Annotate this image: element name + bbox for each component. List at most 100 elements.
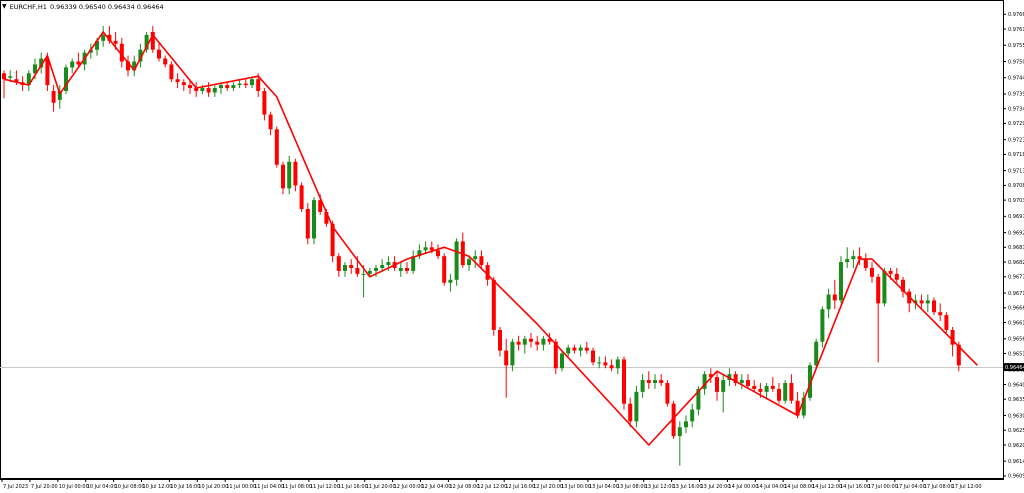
- y-tick-label: 0.96920: [1008, 230, 1024, 236]
- y-tick-label: 0.96870: [1008, 245, 1024, 251]
- candle: [609, 359, 614, 372]
- x-tick-label: 12 Jul 00:00: [394, 484, 424, 490]
- candle-body: [262, 90, 267, 115]
- candle: [628, 397, 633, 428]
- candle: [516, 335, 521, 351]
- candle: [746, 374, 750, 389]
- x-tick-label: 11 Jul 16:00: [338, 484, 368, 490]
- x-tick-label: 14 Jul 12:00: [812, 484, 842, 490]
- candle-body: [330, 223, 335, 257]
- candle: [436, 244, 440, 260]
- candle: [702, 371, 707, 395]
- x-tick-label: 17 Jul 12:00: [952, 484, 982, 490]
- x-tick-label: 12 Jul 20:00: [533, 484, 563, 490]
- candle: [733, 371, 738, 386]
- candle-body: [312, 200, 316, 239]
- candle: [584, 341, 589, 354]
- candle: [547, 332, 552, 345]
- candle: [219, 82, 223, 94]
- x-tick-label: 12 Jul 16:00: [505, 484, 535, 490]
- candle-body: [491, 279, 496, 330]
- candle: [950, 326, 955, 357]
- candle-body: [653, 380, 657, 384]
- candle-body: [932, 300, 936, 313]
- y-tick-label: 0.96510: [1008, 351, 1024, 357]
- y-tick-label: 0.96300: [1008, 413, 1024, 419]
- candle-body: [150, 31, 155, 50]
- candle: [690, 403, 695, 428]
- candle-body: [473, 256, 478, 260]
- candle: [653, 374, 657, 389]
- y-tick-label: 0.96820: [1008, 260, 1024, 266]
- x-tick-label: 13 Jul 16:00: [673, 484, 703, 490]
- candle-body: [423, 247, 428, 251]
- x-tick-label: 12 Jul 08:00: [449, 484, 479, 490]
- candle: [417, 244, 422, 260]
- candle: [144, 31, 149, 53]
- candle-body: [144, 34, 149, 50]
- candle: [398, 262, 403, 277]
- candle-body: [287, 161, 292, 189]
- candle-body: [485, 265, 490, 280]
- candle: [851, 250, 856, 268]
- chevron-down-icon[interactable]: ▼: [2, 3, 7, 10]
- y-tick-label: 0.96095: [1008, 474, 1024, 480]
- candle-body: [26, 73, 31, 86]
- candle-body: [640, 380, 645, 392]
- candle-body: [343, 265, 347, 271]
- candle-body: [39, 58, 44, 68]
- candle-body: [454, 241, 459, 280]
- candle-body: [256, 79, 261, 91]
- candle: [293, 158, 298, 192]
- candle-body: [45, 58, 50, 86]
- y-tick-label: 0.97030: [1008, 198, 1024, 204]
- y-tick-label: 0.97080: [1008, 183, 1024, 189]
- candle: [405, 262, 409, 274]
- candle: [64, 64, 68, 94]
- candle-body: [429, 247, 434, 251]
- candle-body: [107, 34, 112, 41]
- candle: [150, 26, 155, 53]
- candle: [312, 197, 316, 245]
- candle-body: [783, 383, 788, 401]
- candle: [498, 326, 502, 357]
- candle: [529, 332, 533, 348]
- candle: [801, 391, 806, 419]
- candle: [659, 374, 664, 386]
- candle: [119, 37, 124, 68]
- candle-body: [411, 256, 416, 271]
- candle: [925, 294, 930, 313]
- candle: [336, 253, 341, 277]
- candle: [132, 55, 137, 77]
- candle: [287, 155, 292, 195]
- candle-body: [355, 267, 360, 274]
- candle-body: [504, 350, 509, 366]
- candle-body: [132, 61, 137, 71]
- candle-body: [274, 129, 279, 165]
- y-tick-label: 0.96145: [1008, 459, 1024, 465]
- candle: [126, 55, 130, 77]
- candle-body: [839, 262, 843, 301]
- y-tick-label: 0.97185: [1008, 152, 1024, 158]
- candle-body: [646, 380, 651, 384]
- candle-body: [535, 341, 540, 345]
- candle-body: [795, 400, 800, 416]
- candle-body: [126, 61, 130, 71]
- x-tick-label: 14 Jul 04:00: [756, 484, 786, 490]
- candle: [646, 371, 651, 389]
- candle: [715, 371, 719, 401]
- y-tick-label: 0.97130: [1008, 168, 1024, 174]
- candle-body: [293, 161, 298, 186]
- candle-body: [516, 341, 521, 345]
- candle-body: [721, 380, 726, 392]
- candle-body: [219, 85, 223, 89]
- x-tick-label: 14 Jul 08:00: [784, 484, 814, 490]
- candle-body: [436, 250, 440, 257]
- candle-body: [677, 427, 682, 437]
- candle: [839, 256, 843, 304]
- candle: [467, 256, 471, 271]
- candle-body: [566, 347, 571, 354]
- candle: [454, 238, 459, 286]
